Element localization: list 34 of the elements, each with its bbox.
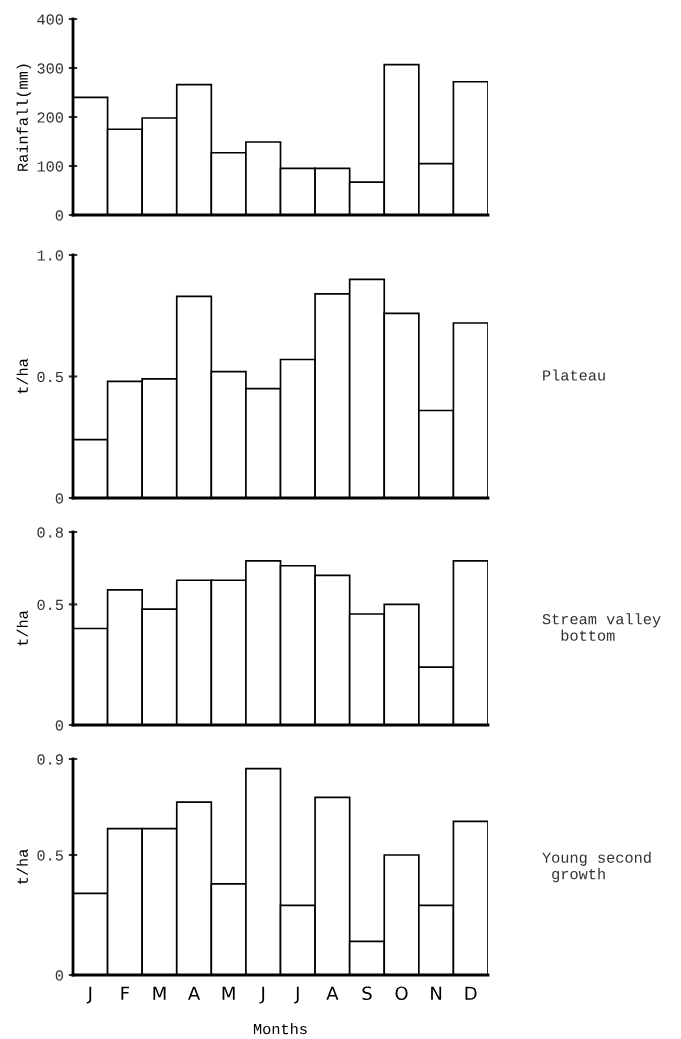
text: Young second growth — [542, 851, 651, 883]
text: Plateau — [543, 369, 605, 381]
x-tick-label: J — [86, 986, 92, 1004]
x-tick-label: J — [294, 986, 299, 1004]
y-axis-title: t/ha — [16, 849, 28, 884]
x-tick-label: M — [222, 986, 235, 1000]
x-tick-label: N — [431, 986, 442, 1000]
y-tick-label: 0 — [55, 720, 64, 731]
y-tick-label: 0 — [55, 493, 64, 504]
x-tick-label: S — [362, 986, 372, 1001]
y-tick-label: 0 — [55, 970, 64, 981]
x-tick-label: O — [395, 986, 408, 1001]
x-tick-label: J — [259, 986, 265, 1004]
y-tick-label: 200 — [37, 112, 64, 123]
y-tick-label: 0.8 — [37, 527, 63, 538]
y-tick-label: 0.5 — [37, 850, 63, 861]
y-tick-label: 400 — [37, 14, 64, 25]
y-axis-title: Rainfall(mm) — [16, 64, 31, 171]
x-tick-label: F — [121, 986, 130, 1000]
y-axis-title: t/ha — [16, 358, 28, 394]
y-tick-label: 0.5 — [37, 599, 63, 611]
y-tick-label: 100 — [37, 161, 64, 172]
text: Stream valley bottom — [542, 613, 661, 641]
y-tick-label: 0 — [55, 210, 64, 221]
y-tick-label: 0.9 — [37, 754, 63, 765]
x-tick-label: M — [153, 986, 166, 1000]
x-axis-title: Months — [253, 1023, 307, 1035]
x-tick-label: A — [326, 986, 339, 1000]
y-tick-label: 300 — [37, 63, 64, 74]
y-tick-label: 0.5 — [37, 371, 63, 383]
y-axis-title: t/ha — [16, 610, 28, 646]
x-tick-label: A — [188, 986, 201, 1000]
y-tick-label: 1.0 — [37, 250, 64, 261]
x-tick-label: D — [465, 986, 477, 1000]
